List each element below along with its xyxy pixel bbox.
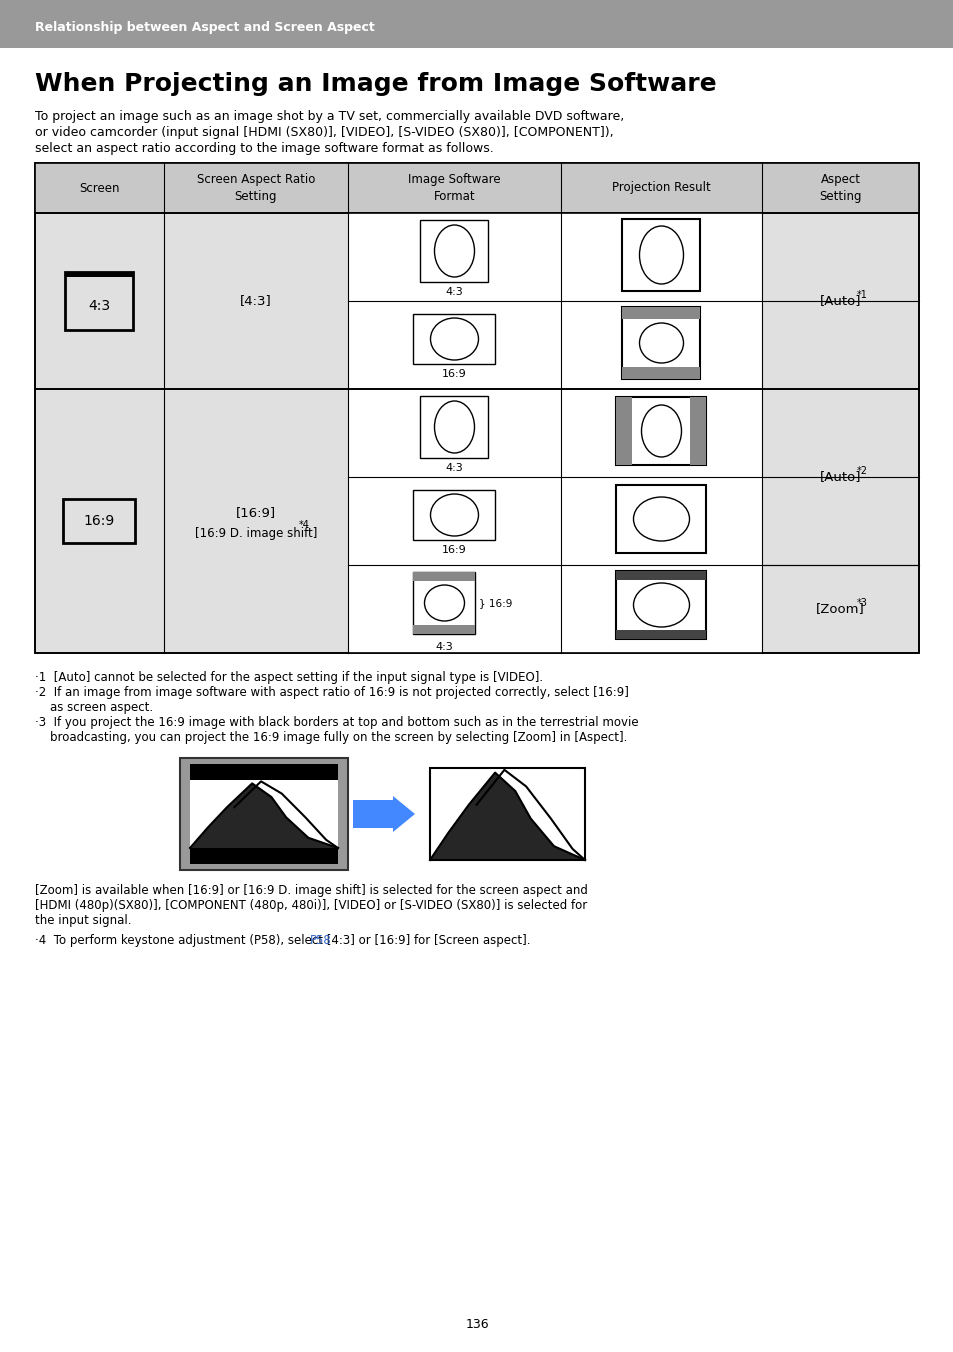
Bar <box>413 572 475 634</box>
Bar <box>616 571 706 639</box>
Ellipse shape <box>639 226 682 284</box>
Ellipse shape <box>424 585 464 621</box>
Text: [Auto]: [Auto] <box>819 470 861 484</box>
Ellipse shape <box>640 406 680 457</box>
Bar <box>430 768 584 860</box>
Text: Screen Aspect Ratio
Setting: Screen Aspect Ratio Setting <box>196 173 314 203</box>
Bar <box>560 214 761 301</box>
PathPatch shape <box>190 783 337 848</box>
Text: or video camcorder (input signal [HDMI (SX80)], [VIDEO], [S-VIDEO (SX80)], [COMP: or video camcorder (input signal [HDMI (… <box>35 126 613 139</box>
Text: 136: 136 <box>465 1318 488 1332</box>
Text: 4:3: 4:3 <box>436 642 453 652</box>
Text: } 16:9: } 16:9 <box>479 598 513 608</box>
Bar <box>348 389 560 477</box>
Text: [16:9 D. image shift]: [16:9 D. image shift] <box>194 526 316 539</box>
Text: 16:9: 16:9 <box>441 545 466 556</box>
Text: as screen aspect.: as screen aspect. <box>35 700 153 714</box>
Text: Aspect
Setting: Aspect Setting <box>819 173 861 203</box>
Bar <box>190 780 337 848</box>
Bar <box>64 499 135 544</box>
Text: ·3  If you project the 16:9 image with black borders at top and bottom such as i: ·3 If you project the 16:9 image with bl… <box>35 717 638 729</box>
Text: 16:9: 16:9 <box>84 514 115 529</box>
Text: *1: *1 <box>856 289 867 300</box>
Text: P58: P58 <box>310 934 332 946</box>
Bar <box>35 389 918 653</box>
Bar <box>35 214 918 389</box>
Text: Image Software
Format: Image Software Format <box>408 173 500 203</box>
Ellipse shape <box>633 583 689 627</box>
Text: broadcasting, you can project the 16:9 image fully on the screen by selecting [Z: broadcasting, you can project the 16:9 i… <box>35 731 627 744</box>
Bar <box>560 565 761 653</box>
Text: ·2  If an image from image software with aspect ratio of 16:9 is not projected c: ·2 If an image from image software with … <box>35 685 628 699</box>
Text: select an aspect ratio according to the image software format as follows.: select an aspect ratio according to the … <box>35 142 494 155</box>
Bar <box>622 366 700 379</box>
Text: Screen: Screen <box>79 181 120 195</box>
Text: [Zoom] is available when [16:9] or [16:9 D. image shift] is selected for the scr: [Zoom] is available when [16:9] or [16:9… <box>35 884 587 896</box>
Bar <box>616 485 706 553</box>
Text: Projection Result: Projection Result <box>612 181 710 195</box>
Bar <box>413 572 475 581</box>
Bar <box>622 307 700 379</box>
Bar <box>616 571 706 580</box>
Ellipse shape <box>434 402 474 453</box>
Text: Relationship between Aspect and Screen Aspect: Relationship between Aspect and Screen A… <box>35 22 375 35</box>
Text: [HDMI (480p)(SX80)], [COMPONENT (480p, 480i)], [VIDEO] or [S-VIDEO (SX80)] is se: [HDMI (480p)(SX80)], [COMPONENT (480p, 4… <box>35 899 587 913</box>
Bar <box>616 397 706 465</box>
Text: [16:9]: [16:9] <box>235 507 275 519</box>
Bar <box>560 301 761 389</box>
Bar <box>420 396 488 458</box>
FancyArrow shape <box>353 796 415 831</box>
Text: 4:3: 4:3 <box>445 287 463 297</box>
Bar <box>348 214 560 301</box>
Text: *3: *3 <box>856 598 867 608</box>
Bar <box>66 272 133 277</box>
Bar <box>35 164 918 214</box>
Text: [Auto]: [Auto] <box>819 295 861 307</box>
Text: *2: *2 <box>856 466 867 476</box>
Ellipse shape <box>639 323 682 362</box>
Text: 16:9: 16:9 <box>441 369 466 379</box>
Bar <box>35 164 918 653</box>
Bar <box>348 301 560 389</box>
Text: 4:3: 4:3 <box>445 462 463 473</box>
Text: the input signal.: the input signal. <box>35 914 132 927</box>
Bar <box>420 220 488 283</box>
Bar <box>348 565 560 653</box>
Text: When Projecting an Image from Image Software: When Projecting an Image from Image Soft… <box>35 72 716 96</box>
Bar <box>66 272 133 330</box>
PathPatch shape <box>430 772 584 860</box>
Text: *4: *4 <box>298 521 309 530</box>
Bar <box>616 630 706 639</box>
Text: ·1  [Auto] cannot be selected for the aspect setting if the input signal type is: ·1 [Auto] cannot be selected for the asp… <box>35 671 542 684</box>
Bar <box>180 758 348 869</box>
Ellipse shape <box>430 318 478 360</box>
Bar <box>348 477 560 565</box>
Bar <box>413 314 495 364</box>
Text: ·4  To perform keystone adjustment (P58), select [4:3] or [16:9] for [Screen asp: ·4 To perform keystone adjustment (P58),… <box>35 934 530 946</box>
Text: 4:3: 4:3 <box>89 299 111 314</box>
Bar <box>560 477 761 565</box>
Text: To project an image such as an image shot by a TV set, commercially available DV: To project an image such as an image sho… <box>35 110 623 123</box>
Bar <box>413 489 495 539</box>
Bar <box>190 848 337 864</box>
Ellipse shape <box>633 498 689 541</box>
Bar <box>560 389 761 477</box>
Bar <box>190 764 337 780</box>
Bar <box>616 397 632 465</box>
Bar <box>690 397 706 465</box>
Ellipse shape <box>434 224 474 277</box>
Bar <box>622 307 700 319</box>
Bar <box>0 0 953 49</box>
Bar <box>622 219 700 291</box>
Bar <box>413 625 475 634</box>
Text: [4:3]: [4:3] <box>240 295 272 307</box>
Ellipse shape <box>430 493 478 535</box>
Text: [Zoom]: [Zoom] <box>815 603 864 615</box>
